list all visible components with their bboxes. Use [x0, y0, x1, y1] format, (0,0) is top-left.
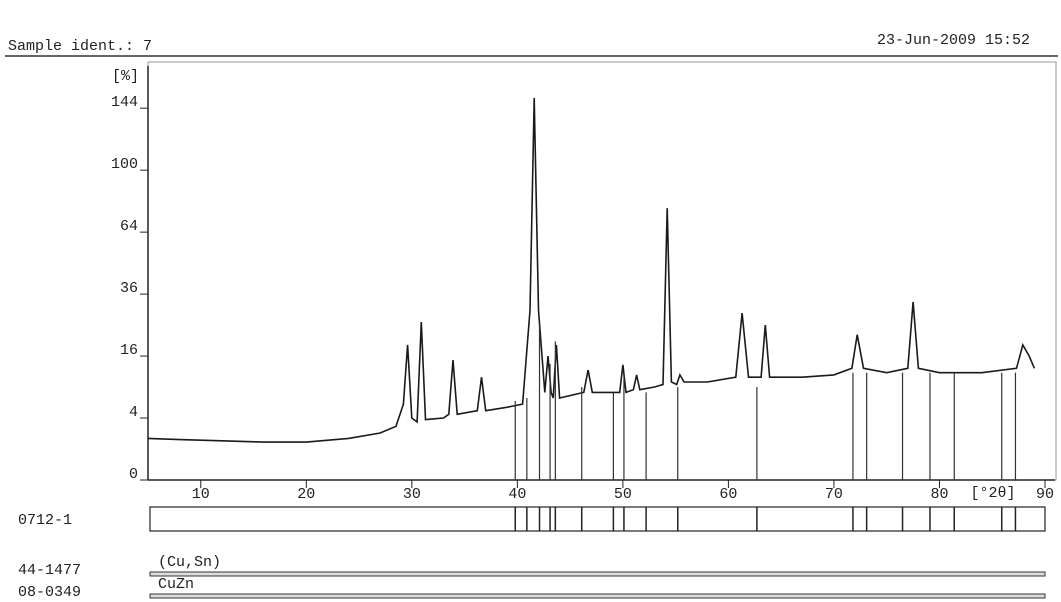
reference-bar: [149, 593, 1046, 599]
x-tick-label: 50: [614, 486, 632, 503]
reference-code: 08-0349: [18, 584, 81, 601]
header-left: Sample ident.: 7: [8, 38, 152, 55]
reference-phase: (Cu,Sn): [158, 554, 221, 571]
y-axis-label: [%]: [112, 68, 139, 85]
y-tick-label: 16: [120, 342, 138, 359]
x-tick-label: 30: [403, 486, 421, 503]
reference-code: 0712-1: [18, 512, 72, 529]
y-tick-label: 100: [111, 156, 138, 173]
header-right: 23-Jun-2009 15:52: [877, 32, 1030, 49]
y-tick-label: 4: [129, 404, 138, 421]
reference-bar: [149, 571, 1046, 577]
reference-phase: CuZn: [158, 576, 194, 593]
x-axis-label: [°2θ]: [970, 485, 1015, 502]
x-tick-label: 80: [930, 486, 948, 503]
reference-strip: [149, 506, 1046, 532]
x-tick-label: 70: [825, 486, 843, 503]
x-tick-label: 40: [508, 486, 526, 503]
y-tick-label: 0: [129, 466, 138, 483]
reference-code: 44-1477: [18, 562, 81, 579]
x-tick-label: 20: [297, 486, 315, 503]
y-tick-label: 36: [120, 280, 138, 297]
plot-frame: [147, 61, 1057, 481]
pattern-line: [147, 97, 1036, 443]
x-tick-label: 60: [719, 486, 737, 503]
y-tick-label: 64: [120, 218, 138, 235]
y-tick-label: 144: [111, 94, 138, 111]
x-tick-label: 90: [1036, 486, 1054, 503]
x-tick-label: 10: [192, 486, 210, 503]
